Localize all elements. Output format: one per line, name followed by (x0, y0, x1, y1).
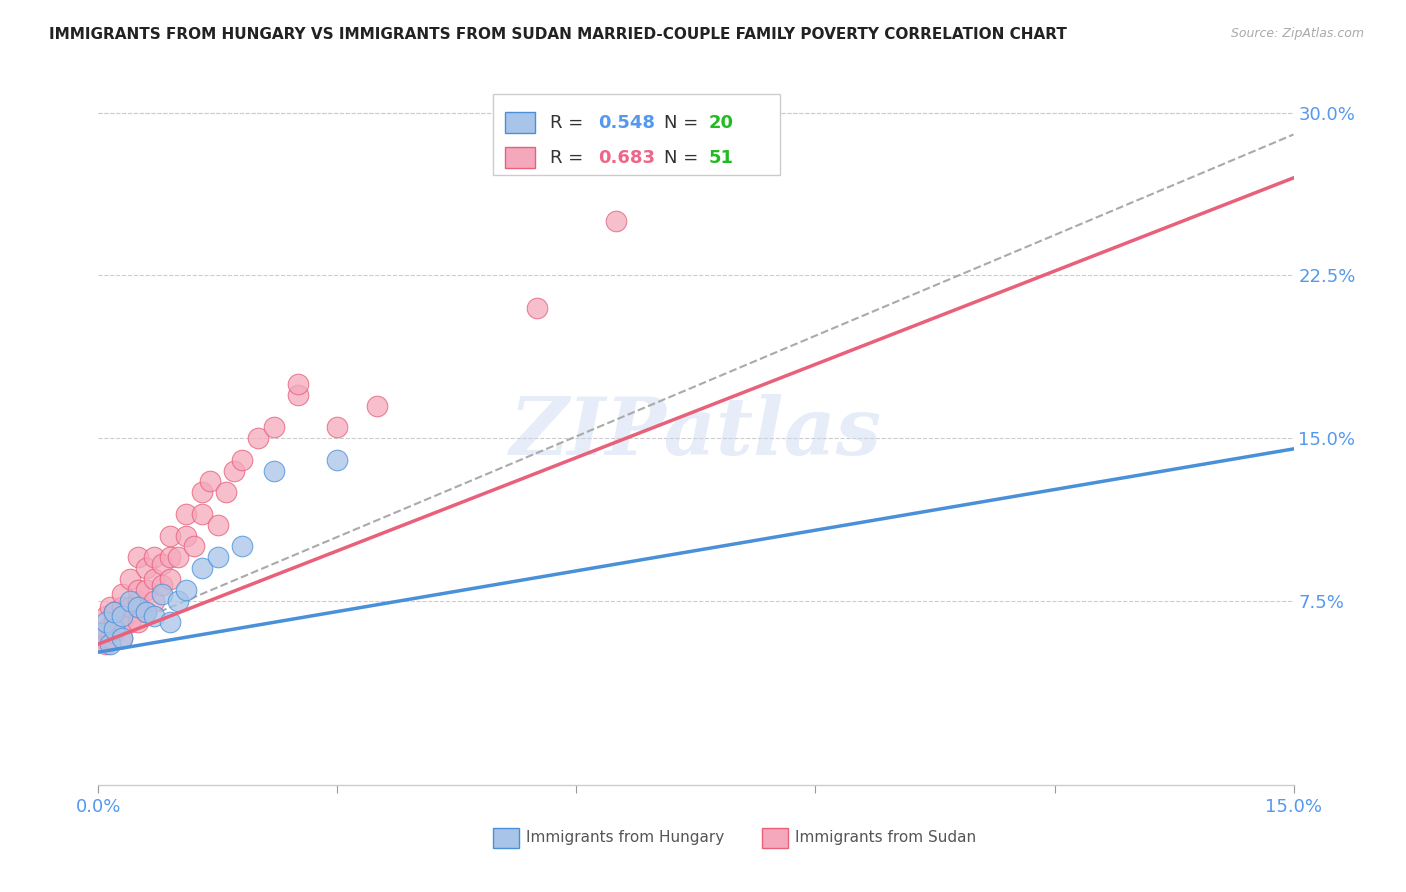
Point (198, 475, 221, 489)
Point (150, 557, 173, 571)
Point (174, 582, 197, 597)
Point (120, 615, 142, 630)
Point (127, 550, 149, 565)
Point (605, 214, 627, 228)
Point (287, 387, 309, 401)
Point (167, 593, 190, 607)
Point (191, 507, 214, 521)
Point (135, 605, 157, 619)
Point (183, 540, 205, 554)
Point (111, 587, 134, 601)
Point (215, 485, 238, 500)
Point (103, 622, 125, 636)
Point (143, 593, 166, 607)
Point (98, 600, 122, 615)
Point (96, 615, 118, 630)
Point (127, 600, 149, 615)
Point (191, 561, 214, 575)
Bar (505, 112, 534, 133)
Bar (505, 147, 534, 169)
Point (167, 550, 190, 565)
Point (174, 507, 197, 521)
Point (127, 615, 149, 630)
Point (159, 572, 181, 586)
Point (222, 464, 245, 478)
Point (96, 608, 118, 623)
Point (159, 528, 181, 542)
Point (326, 452, 349, 467)
Text: 51: 51 (709, 149, 734, 167)
Point (98, 631, 122, 645)
Point (120, 593, 142, 607)
Point (111, 631, 134, 645)
Text: ZIPatlas: ZIPatlas (510, 394, 882, 471)
Point (263, 420, 285, 434)
Text: 20: 20 (709, 113, 734, 131)
Bar (494, 828, 519, 847)
Point (98, 637, 122, 651)
Bar (762, 828, 787, 847)
Point (159, 550, 181, 565)
Text: R =: R = (550, 113, 589, 131)
Point (111, 615, 134, 630)
Text: 0.548: 0.548 (598, 113, 655, 131)
Point (103, 615, 125, 630)
Point (287, 376, 309, 391)
Bar (494, 95, 780, 176)
Point (526, 301, 548, 315)
Point (120, 572, 142, 586)
Point (120, 600, 142, 615)
Point (135, 605, 157, 619)
Point (111, 631, 134, 645)
Point (150, 578, 173, 592)
Point (143, 608, 166, 623)
Point (91, 626, 114, 640)
Point (263, 464, 285, 478)
Text: Immigrants from Hungary: Immigrants from Hungary (526, 830, 724, 846)
Point (91, 631, 114, 645)
Point (207, 550, 229, 565)
Text: N =: N = (664, 149, 703, 167)
Point (207, 517, 229, 532)
Point (96, 637, 118, 651)
Point (366, 399, 388, 413)
Text: Source: ZipAtlas.com: Source: ZipAtlas.com (1230, 27, 1364, 40)
Point (111, 600, 134, 615)
Point (135, 561, 157, 575)
Point (143, 550, 166, 565)
Point (246, 431, 269, 445)
Point (231, 452, 253, 467)
Point (159, 615, 181, 630)
Point (174, 528, 197, 542)
Point (231, 540, 253, 554)
Text: R =: R = (550, 149, 589, 167)
Point (326, 420, 349, 434)
Point (135, 582, 157, 597)
Text: 0.683: 0.683 (598, 149, 655, 167)
Point (191, 485, 214, 500)
Point (111, 608, 134, 623)
Point (103, 605, 125, 619)
Point (127, 582, 149, 597)
Point (103, 605, 125, 619)
Text: Immigrants from Sudan: Immigrants from Sudan (796, 830, 976, 846)
Point (127, 593, 149, 607)
Text: IMMIGRANTS FROM HUNGARY VS IMMIGRANTS FROM SUDAN MARRIED-COUPLE FAMILY POVERTY C: IMMIGRANTS FROM HUNGARY VS IMMIGRANTS FR… (49, 27, 1067, 42)
Point (143, 572, 166, 586)
Point (103, 626, 125, 640)
Point (96, 622, 118, 636)
Point (90, 626, 112, 640)
Point (150, 587, 173, 601)
Text: N =: N = (664, 113, 703, 131)
